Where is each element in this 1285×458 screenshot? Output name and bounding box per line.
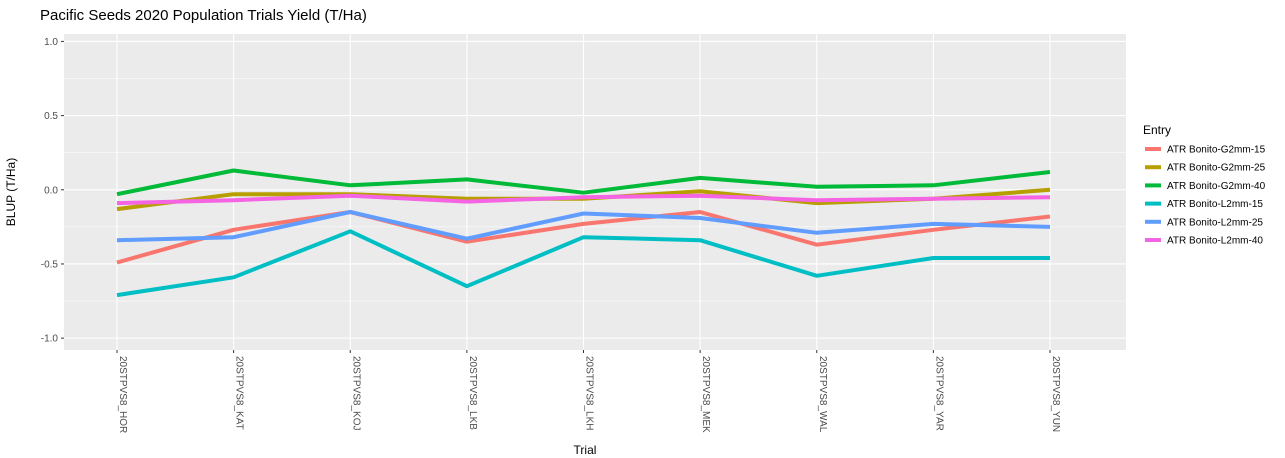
series-line (116, 168, 1051, 197)
series-line (116, 210, 1051, 243)
legend: Entry ATR Bonito-G2mm-15 ATR Bonito-G2mm-… (1143, 123, 1266, 247)
x-tick-label: 20STPVS8_YAR (933, 356, 944, 431)
y-tick-label: 0.5 (44, 111, 58, 122)
x-tick-label: 20STPVS8_KOJ (350, 356, 361, 430)
x-tick-label: 20STPVS8_LKB (467, 356, 478, 430)
y-axis-title: BLUP (T/Ha) (4, 158, 18, 226)
series-line (116, 210, 1051, 265)
legend-label: ATR Bonito-G2mm-15 (1167, 145, 1266, 156)
legend-label: ATR Bonito-L2mm-25 (1167, 217, 1263, 228)
legend-label: ATR Bonito-L2mm-15 (1167, 199, 1263, 210)
y-tick-label: -0.5 (41, 259, 59, 270)
x-tick-label: 20STPVS8_YUN (1050, 356, 1061, 432)
series-lines (116, 168, 1051, 298)
series-line (116, 229, 1050, 298)
x-axis-title: Trial (574, 443, 597, 457)
x-tick-label: 20STPVS8_KAT (234, 356, 245, 430)
series-line (116, 193, 1051, 206)
x-tick-label: 20STPVS8_WAL (817, 356, 828, 433)
y-axis: 1.0 0.5 0.0 -0.5 -1.0 (41, 37, 64, 345)
legend-label: ATR Bonito-L2mm-40 (1167, 236, 1263, 247)
x-tick-label: 20STPVS8_HOR (117, 356, 128, 433)
y-tick-label: 1.0 (44, 37, 58, 48)
x-tick-label: 20STPVS8_LKH (584, 356, 595, 431)
legend-label: ATR Bonito-G2mm-40 (1167, 181, 1266, 192)
x-axis: 20STPVS8_HOR 20STPVS8_KAT 20STPVS8_KOJ 20ST… (116, 350, 1061, 433)
x-tick-label: 20STPVS8_MEK (700, 356, 711, 433)
y-tick-label: 0.0 (44, 185, 58, 196)
legend-label: ATR Bonito-G2mm-25 (1167, 163, 1266, 174)
y-tick-label: -1.0 (41, 334, 59, 345)
chart-title: Pacific Seeds 2020 Population Trials Yie… (40, 7, 367, 24)
legend-title: Entry (1143, 123, 1171, 137)
